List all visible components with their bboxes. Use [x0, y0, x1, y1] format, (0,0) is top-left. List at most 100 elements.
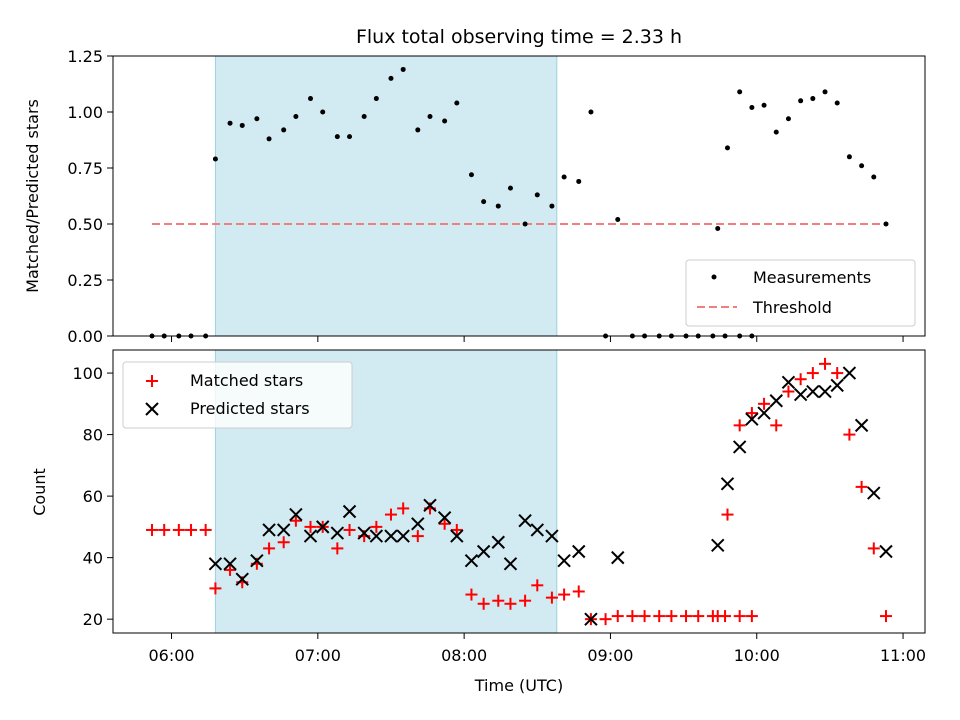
- bottom-y-tick-label: 60: [83, 487, 103, 506]
- measurement-point: [715, 225, 721, 231]
- measurement-point: [822, 89, 828, 95]
- legend-threshold-label: Threshold: [752, 298, 832, 317]
- measurement-point: [347, 134, 353, 140]
- predicted-star-point: [342, 504, 357, 519]
- predicted-star-point: [879, 544, 893, 559]
- bottom-x-tick-label: 06:00: [148, 646, 194, 665]
- top-legend-box: [685, 259, 916, 327]
- measurement-point: [266, 136, 272, 142]
- measurement-point: [400, 66, 406, 72]
- matched-star-point: [411, 530, 424, 543]
- matched-star-point: [782, 385, 795, 398]
- legend-predicted-label: Predicted stars: [190, 399, 310, 418]
- measurement-point: [534, 192, 540, 198]
- predicted-star-point: [357, 526, 371, 540]
- predicted-star-point: [464, 554, 479, 568]
- measurement-point: [846, 154, 852, 160]
- matched-star-point: [599, 613, 612, 626]
- bottom-plot-frame: [112, 349, 926, 634]
- predicted-star-point: [315, 520, 330, 534]
- predicted-star-point: [276, 523, 291, 537]
- measurement-point: [798, 98, 804, 104]
- predicted-star-point: [732, 440, 747, 454]
- predicted-star-point: [720, 477, 735, 491]
- bottom-y-tick-label: 80: [83, 426, 103, 445]
- matched-star-point: [572, 585, 585, 598]
- predicted-star-point: [503, 557, 518, 571]
- measurement-point: [773, 129, 779, 135]
- matched-star-point: [843, 428, 856, 441]
- matched-star-point: [492, 594, 505, 607]
- top-y-tick-label: 1.25: [67, 47, 103, 66]
- matched-star-point: [304, 520, 317, 533]
- top-y-tick-label: 0.50: [67, 215, 103, 234]
- matched-star-point: [626, 610, 639, 623]
- predicted-star-point: [384, 529, 398, 543]
- matched-star-point: [611, 610, 624, 623]
- matched-star-point: [831, 367, 844, 380]
- matched-star-point: [331, 542, 344, 555]
- measurement-point: [227, 120, 233, 126]
- matched-star-point: [638, 610, 651, 623]
- bottom-panel: 20 40 60 80 100 06:00 07:00 08:00 09:00 10:00 11:…: [30, 349, 926, 695]
- measurement-point: [308, 96, 314, 102]
- predicted-star-point: [411, 517, 425, 531]
- measurement-point: [254, 116, 260, 122]
- predicted-star-point: [250, 554, 264, 568]
- predicted-star-point: [842, 366, 857, 380]
- measurement-point: [737, 89, 743, 95]
- predicted-star-point: [854, 418, 869, 433]
- bottom-y-axis-label: Count: [30, 468, 49, 516]
- matched-star-point: [855, 480, 868, 493]
- matched-star-point: [504, 597, 517, 610]
- matched-star-point: [370, 520, 383, 533]
- matched-star-point: [770, 419, 783, 432]
- measurement-point: [761, 102, 767, 108]
- predicted-star-point: [530, 523, 544, 537]
- matched-star-point: [438, 517, 451, 530]
- bottom-legend-box: [122, 361, 353, 429]
- predicted-star-point: [423, 498, 437, 513]
- measurement-point: [373, 96, 379, 102]
- predicted-star-point: [584, 612, 598, 626]
- measurement-point: [334, 134, 340, 140]
- measurement-point: [427, 113, 433, 119]
- predicted-star-point: [330, 526, 345, 540]
- predicted-star-point: [867, 486, 881, 500]
- measurement-point: [549, 203, 555, 209]
- measurement-point: [320, 109, 326, 115]
- matched-star-point: [199, 523, 212, 536]
- matched-star-point: [879, 610, 892, 623]
- matched-star-point: [477, 597, 490, 610]
- matched-star-point: [653, 610, 666, 623]
- predicted-star-point: [396, 529, 410, 543]
- matched-star-point: [794, 373, 807, 386]
- bottom-x-tick-label: 09:00: [587, 646, 633, 665]
- top-y-tick-label: 0.75: [67, 159, 103, 178]
- measurement-point: [481, 199, 487, 205]
- measurement-point: [388, 75, 394, 81]
- bottom-y-tick-label: 40: [83, 549, 103, 568]
- measurement-point: [883, 221, 889, 227]
- predicted-star-point: [781, 375, 796, 390]
- matched-star-point: [711, 610, 724, 623]
- top-y-ticks: 0.00 0.25 0.50 0.75 1.00 1.25: [67, 47, 113, 346]
- matched-star-point: [158, 523, 171, 536]
- legend-measurements-marker: [711, 274, 717, 280]
- measurement-point: [442, 118, 448, 124]
- predicted-star-point: [262, 523, 276, 537]
- matched-star-point: [806, 367, 819, 380]
- top-plot-frame: [112, 55, 926, 337]
- measurement-point: [239, 122, 245, 128]
- top-x-ticks: [171, 336, 904, 342]
- measurement-point: [859, 163, 865, 169]
- matched-star-point: [277, 536, 290, 549]
- bottom-y-tick-label: 20: [83, 610, 103, 629]
- bottom-legend: Matched stars Predicted stars: [122, 361, 353, 429]
- predicted-star-point: [303, 529, 318, 543]
- matched-star-point: [721, 508, 734, 521]
- predicted-star-point: [369, 529, 384, 543]
- matched-star-point: [209, 582, 222, 595]
- matched-star-point: [733, 419, 746, 432]
